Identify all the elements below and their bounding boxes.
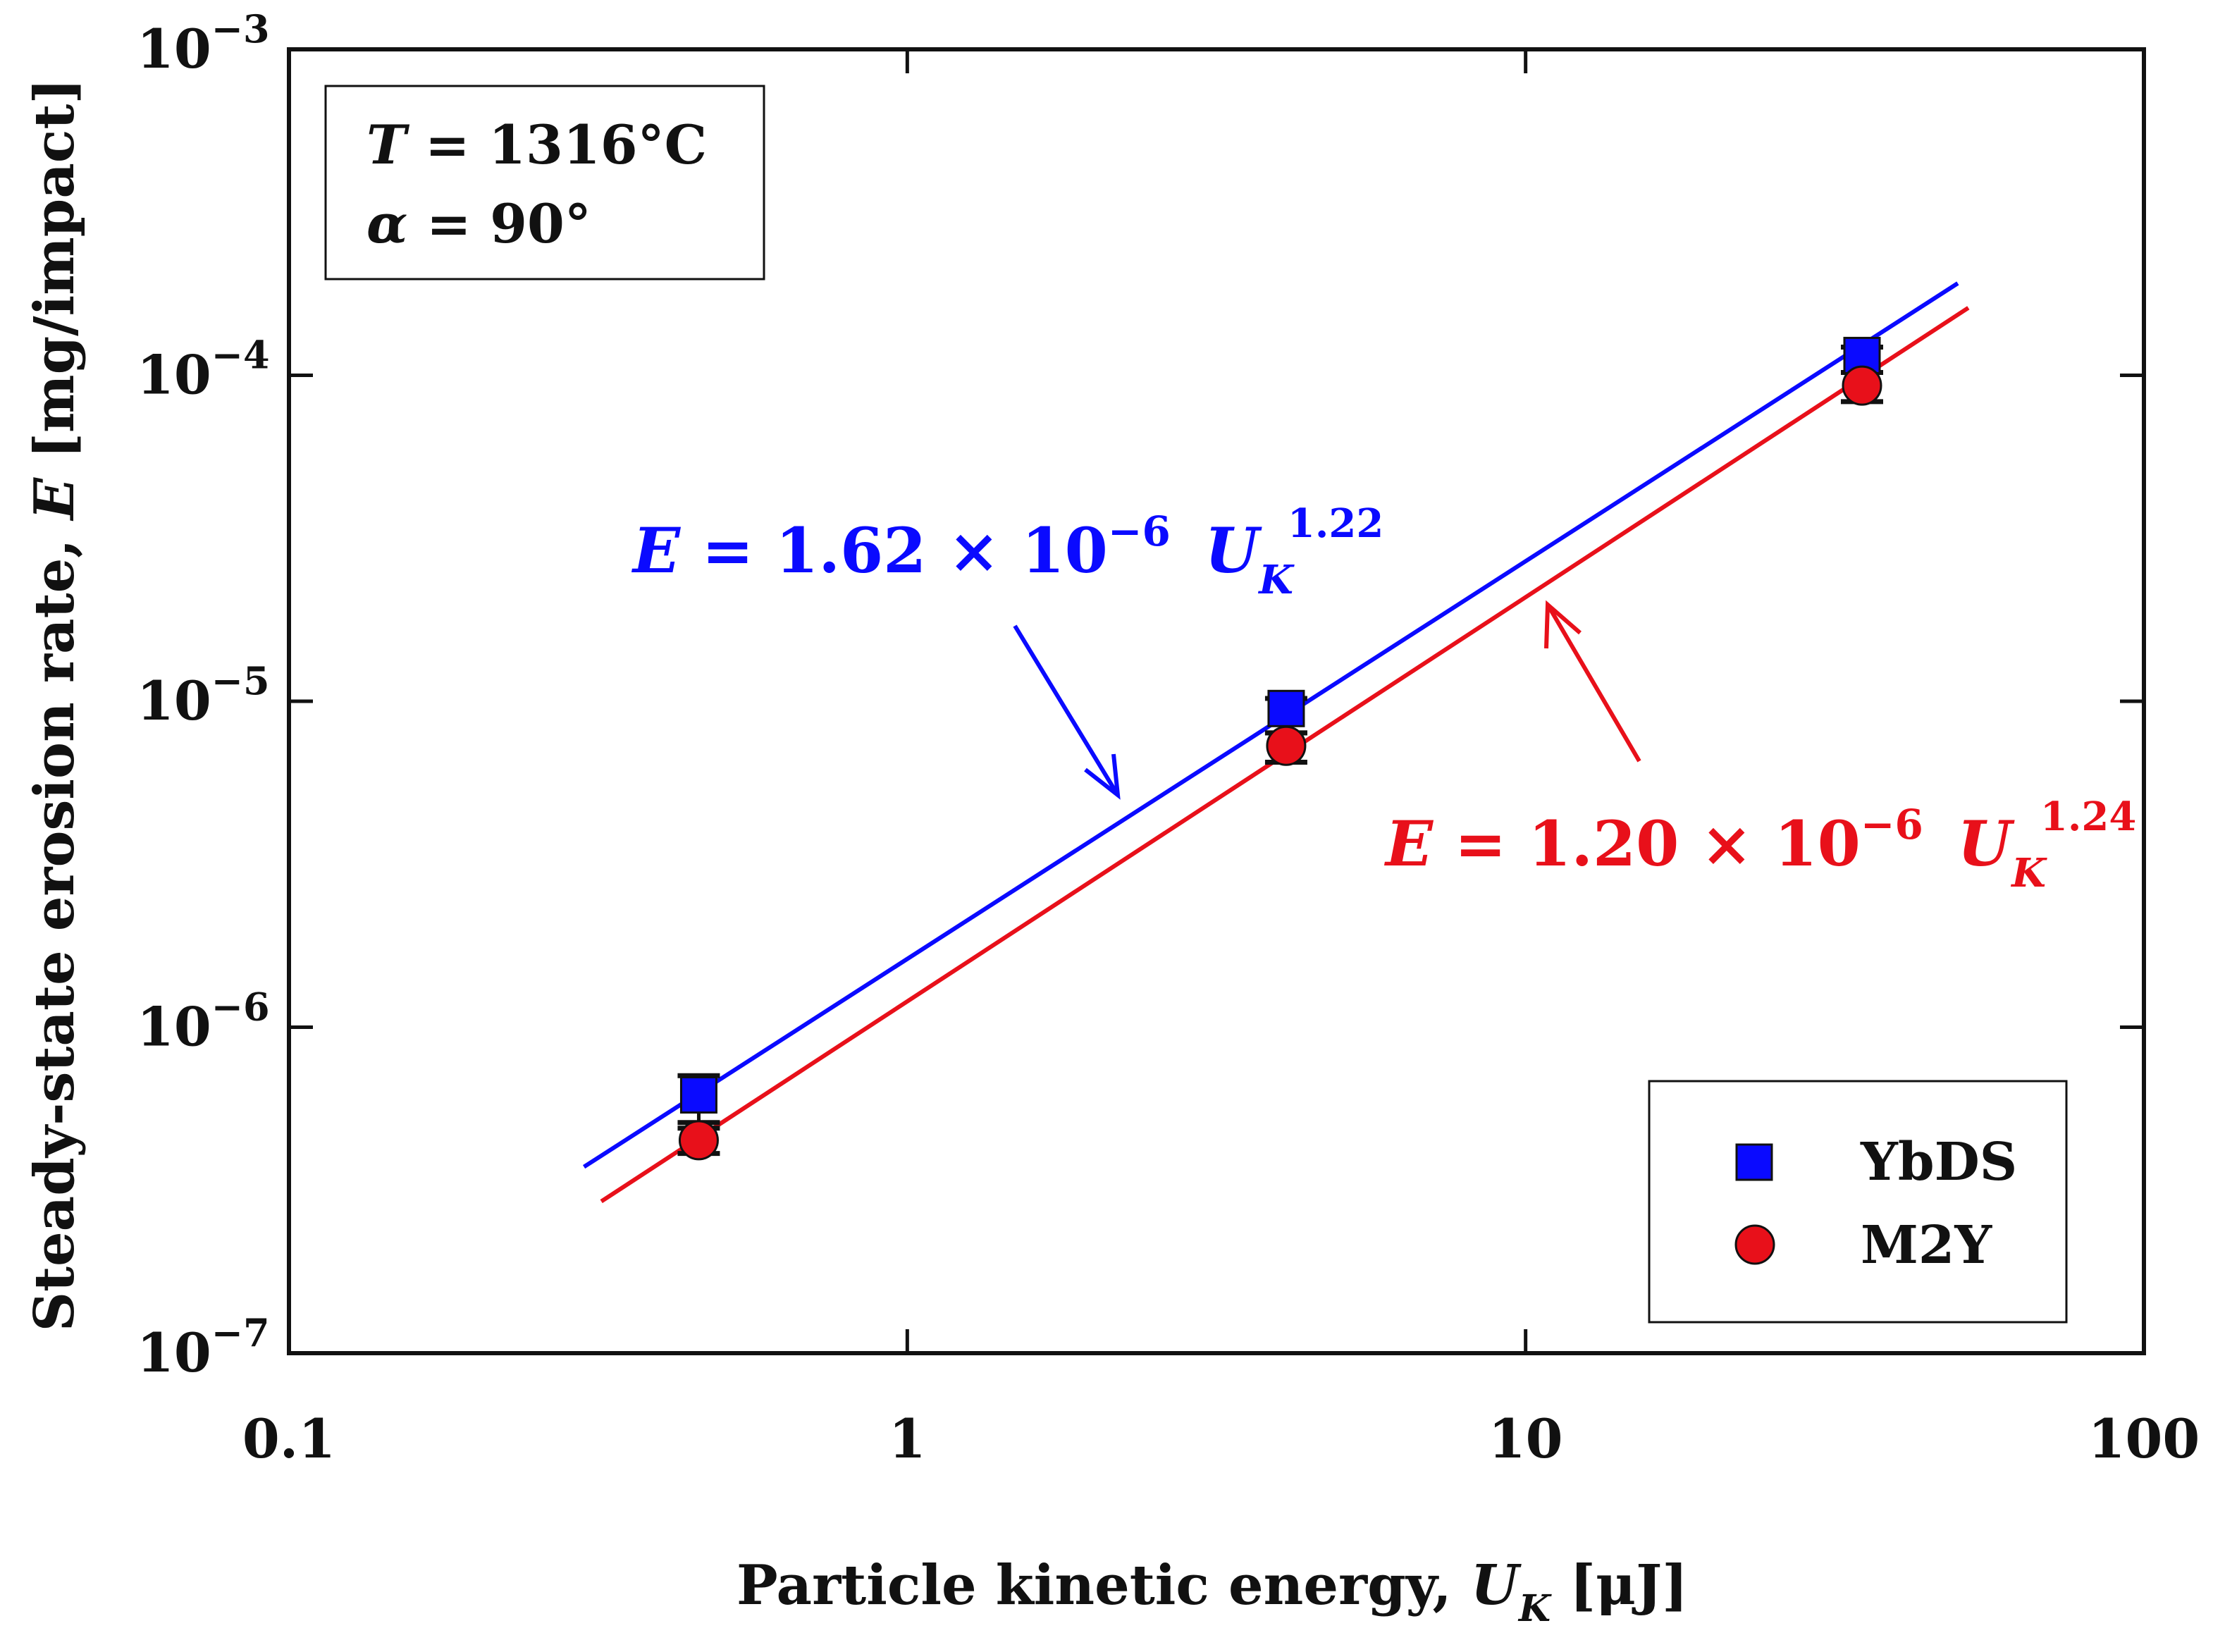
ybds-eq-mid: = 1.62 × 10 xyxy=(680,514,1108,587)
m2y-eq-sub: K xyxy=(2010,850,2047,896)
y-axis-title-suffix: [mg/impact] xyxy=(23,78,87,478)
y-axis-title-prefix: Steady-state erosion rate, xyxy=(23,519,87,1331)
y-tick-label--4: 10−4 xyxy=(137,333,270,407)
m2y-fit-equation: E = 1.20 × 10−6 UK 1.24 xyxy=(1383,794,2136,896)
condition-temperature-var: T xyxy=(366,113,410,176)
m2y-eq-power: 1.24 xyxy=(2040,794,2136,840)
y-tick-label--6: 10−6 xyxy=(137,985,270,1059)
legend-ybds-marker xyxy=(1735,1143,1773,1181)
m2y-eq-lhs: E xyxy=(1383,807,1434,880)
ybds-eq-power: 1.22 xyxy=(1288,500,1383,547)
y-tick-label-exponent: −3 xyxy=(211,6,270,51)
ybds-eq-exp: −6 xyxy=(1108,507,1171,555)
ybds-point xyxy=(1267,689,1305,727)
y-tick-label-exponent: −7 xyxy=(211,1310,270,1355)
x-tick-label-0-1: 0.1 xyxy=(242,1407,335,1470)
condition-temperature: T = 1316°C xyxy=(366,113,707,176)
legend-box xyxy=(1648,1080,2068,1324)
ybds-point xyxy=(679,1076,717,1114)
m2y-point xyxy=(1842,365,1882,406)
x-tick-label-100: 100 xyxy=(2088,1407,2200,1470)
conditions-box xyxy=(324,85,765,281)
ybds-fit-equation: E = 1.62 × 10−6 UK 1.22 xyxy=(631,500,1383,603)
x-axis-title-suffix: [μJ] xyxy=(1551,1553,1688,1617)
x-axis-title-var: U xyxy=(1471,1553,1522,1617)
x-tick-label-10: 10 xyxy=(1488,1407,1563,1470)
condition-angle-value: = 90° xyxy=(407,192,591,255)
y-tick-label-base: 10 xyxy=(137,344,211,407)
x-axis-title-sub: K xyxy=(1517,1587,1552,1630)
x-axis-title-prefix: Particle kinetic energy, xyxy=(736,1553,1471,1617)
condition-angle-var: α xyxy=(366,192,407,255)
y-tick-label-base: 10 xyxy=(137,18,211,80)
y-tick-label-exponent: −5 xyxy=(211,658,270,703)
x-axis-ticks: 0.1 1 10 100 xyxy=(242,49,2200,1470)
ybds-eq-sub: K xyxy=(1257,557,1295,603)
ybds-pointer-arrow xyxy=(1013,624,1121,800)
condition-temperature-value: = 1316°C xyxy=(407,113,708,176)
y-tick-label--3: 10−3 xyxy=(137,6,270,80)
m2y-point xyxy=(1266,725,1307,766)
y-tick-label-base: 10 xyxy=(137,1321,211,1384)
y-tick-label--7: 10−7 xyxy=(137,1310,270,1384)
condition-angle: α = 90° xyxy=(366,192,591,255)
y-axis-ticks: 10−710−610−510−410−3 xyxy=(137,6,2144,1384)
legend-ybds-label: YbDS xyxy=(1860,1132,2017,1192)
y-tick-label-exponent: −6 xyxy=(211,985,270,1030)
legend-m2y-label: M2Y xyxy=(1861,1215,1992,1276)
y-tick-label-base: 10 xyxy=(137,996,211,1059)
x-tick-label-1: 1 xyxy=(889,1407,926,1470)
ybds-eq-var: U xyxy=(1205,514,1263,587)
m2y-eq-var: U xyxy=(1958,807,2016,880)
y-tick-label--5: 10−5 xyxy=(137,658,270,732)
m2y-eq-mid: = 1.20 × 10 xyxy=(1433,807,1861,880)
y-axis-title-var: E xyxy=(23,476,87,521)
y-tick-label-exponent: −4 xyxy=(211,333,270,378)
legend-m2y-marker xyxy=(1734,1224,1775,1265)
m2y-pointer-arrow xyxy=(1544,600,1641,763)
y-tick-label-base: 10 xyxy=(137,670,211,732)
x-axis-title: Particle kinetic energy, UK [μJ] xyxy=(736,1553,1688,1630)
m2y-eq-exp: −6 xyxy=(1861,801,1923,849)
data-points xyxy=(678,336,1882,1161)
m2y-point xyxy=(678,1120,719,1161)
ybds-eq-lhs: E xyxy=(631,514,682,587)
y-axis-title: Steady-state erosion rate, E [mg/impact] xyxy=(23,78,87,1332)
